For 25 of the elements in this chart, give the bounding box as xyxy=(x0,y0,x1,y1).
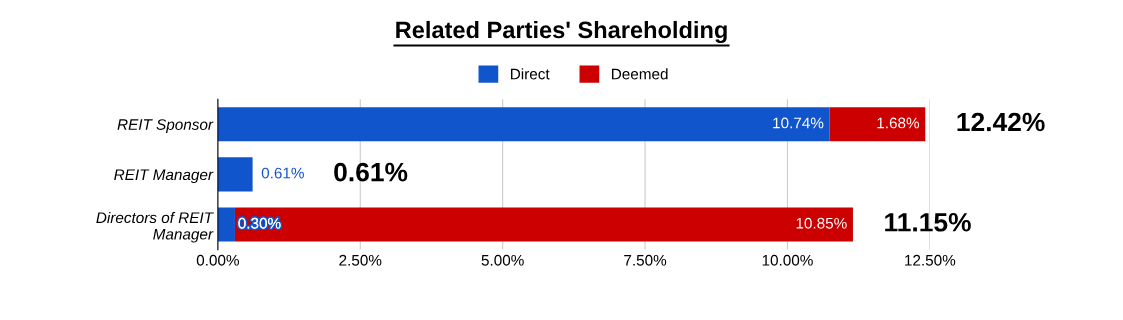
y-tick-label: REIT Manager xyxy=(114,169,214,184)
legend-label: Deemed xyxy=(612,68,668,80)
y-tick-label: REIT Sponsor xyxy=(117,119,214,133)
x-tick-label: 7.50% xyxy=(624,254,667,266)
total-label: 12.42% xyxy=(957,112,1045,132)
x-tick-label: 2.50% xyxy=(339,254,382,266)
data-label: 1.68% xyxy=(877,117,920,129)
data-label: 10.85% xyxy=(796,217,847,229)
bar xyxy=(217,107,830,142)
total-label: 0.61% xyxy=(334,162,408,182)
bar xyxy=(217,157,253,192)
data-label: 0.61% xyxy=(261,167,304,179)
x-tick-label: 10.00% xyxy=(762,254,813,266)
bar xyxy=(829,107,926,142)
bar xyxy=(217,207,235,242)
x-tick-label: 0.00% xyxy=(196,254,239,266)
bar xyxy=(234,207,853,242)
y-tick-label: Directors of REIT Manager xyxy=(96,211,214,243)
total-label: 11.15% xyxy=(885,213,971,232)
x-tick-label: 5.00% xyxy=(481,254,524,266)
legend-label: Direct xyxy=(511,68,550,80)
chart-title: Related Parties' Shareholding xyxy=(396,20,727,44)
data-label: 0.30% xyxy=(238,217,281,229)
data-label: 10.74% xyxy=(773,117,824,129)
x-tick-label: 12.50% xyxy=(905,254,956,266)
